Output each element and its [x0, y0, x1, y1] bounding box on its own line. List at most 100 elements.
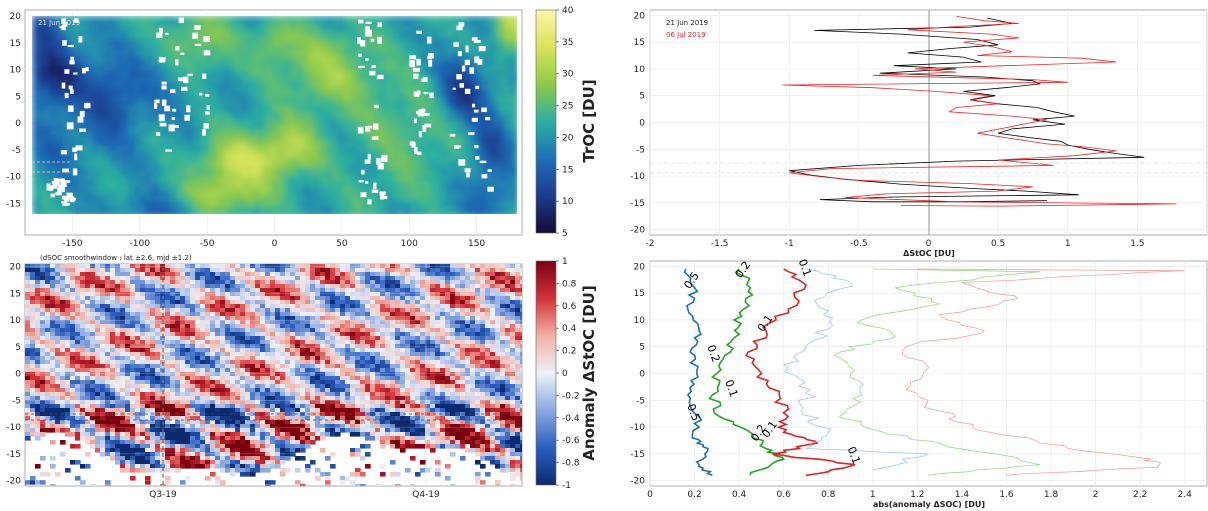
missing-data-patch [66, 180, 71, 183]
map-cell [386, 96, 393, 102]
map-cell [512, 176, 517, 182]
map-cell [146, 176, 153, 182]
map-cell [116, 146, 123, 152]
map-cell [488, 146, 495, 152]
anomaly-cell [400, 284, 406, 289]
map-cell [308, 91, 315, 97]
map-cell [272, 26, 279, 32]
map-cell [134, 181, 141, 187]
map-cell [494, 121, 501, 127]
map-cell [314, 206, 321, 212]
map-cell [200, 176, 207, 182]
anomaly-cell [105, 296, 111, 301]
map-cell [476, 121, 483, 127]
map-cell [464, 21, 471, 27]
map-cell [314, 131, 321, 137]
map-cell [320, 191, 327, 197]
anomaly-cell [440, 312, 446, 317]
map-cell [194, 66, 201, 72]
anomaly-cell [445, 276, 451, 281]
map-cell [266, 111, 273, 117]
map-cell [278, 66, 285, 72]
map-cell [380, 116, 387, 122]
map-cell [248, 166, 255, 172]
map-cell [356, 31, 363, 37]
map-cell [302, 166, 309, 172]
anomaly-cell [140, 300, 146, 305]
map-cell [38, 201, 45, 207]
anomaly-cell [335, 268, 341, 273]
map-cell [236, 136, 243, 142]
map-cell [422, 56, 429, 62]
map-cell [290, 131, 297, 137]
anomaly-cell [205, 300, 211, 305]
anomaly-cell [150, 304, 156, 309]
map-cell [308, 81, 315, 87]
map-cell [62, 136, 69, 142]
anomaly-cell [405, 300, 411, 305]
anomaly-cell [55, 308, 61, 313]
map-cell [470, 191, 477, 197]
anomaly-cell [120, 312, 126, 317]
anomaly-cell [460, 272, 466, 277]
anomaly-cell [170, 296, 176, 301]
anomaly-cell [130, 276, 136, 281]
map-cell [374, 91, 381, 97]
map-cell [266, 61, 273, 67]
anomaly-cell [470, 316, 476, 321]
map-cell [230, 126, 237, 132]
map-cell [206, 86, 213, 92]
anomaly-cell [400, 268, 406, 273]
anomaly-cell [235, 316, 241, 321]
map-cell [92, 31, 99, 37]
map-cell [296, 121, 303, 127]
map-cell [74, 131, 81, 137]
anomaly-cell [495, 300, 501, 305]
map-cell [284, 91, 291, 97]
map-cell [296, 36, 303, 42]
missing-data-patch [46, 183, 51, 191]
map-cell [338, 121, 345, 127]
map-cell [320, 171, 327, 177]
map-cell [158, 106, 165, 112]
anomaly-cell [360, 300, 366, 305]
map-cell [194, 101, 201, 107]
anomaly-cell [425, 264, 431, 269]
map-cell [146, 71, 153, 77]
map-cell [122, 56, 129, 62]
map-cell [224, 111, 231, 117]
map-cell [380, 206, 387, 212]
map-cell [386, 66, 393, 72]
map-cell [38, 111, 45, 117]
anomaly-cell [200, 288, 206, 293]
map-cell [128, 136, 135, 142]
anomaly-cell [330, 288, 336, 293]
map-cell [302, 21, 309, 27]
map-cell [74, 141, 81, 147]
map-cell [302, 196, 309, 202]
map-cell [428, 96, 435, 102]
map-cell [434, 181, 441, 187]
map-cell [32, 181, 39, 187]
map-cell [422, 141, 429, 147]
anomaly-cell [80, 276, 86, 281]
map-cell [476, 36, 483, 42]
map-cell [422, 36, 429, 42]
map-cell [368, 121, 375, 127]
map-cell [182, 91, 189, 97]
anomaly-cell [110, 272, 116, 277]
anomaly-cell [405, 308, 411, 313]
map-cell [506, 21, 513, 27]
map-cell [164, 196, 171, 202]
map-cell [98, 186, 105, 192]
map-cell [284, 121, 291, 127]
map-cell [146, 196, 153, 202]
map-cell [314, 156, 321, 162]
map-cell [128, 151, 135, 157]
map-cell [302, 101, 309, 107]
anomaly-cell [165, 312, 171, 317]
x-tick-label: -50 [200, 239, 215, 249]
anomaly-cell [205, 284, 211, 289]
map-cell [428, 111, 435, 117]
anomaly-cell [165, 304, 171, 309]
